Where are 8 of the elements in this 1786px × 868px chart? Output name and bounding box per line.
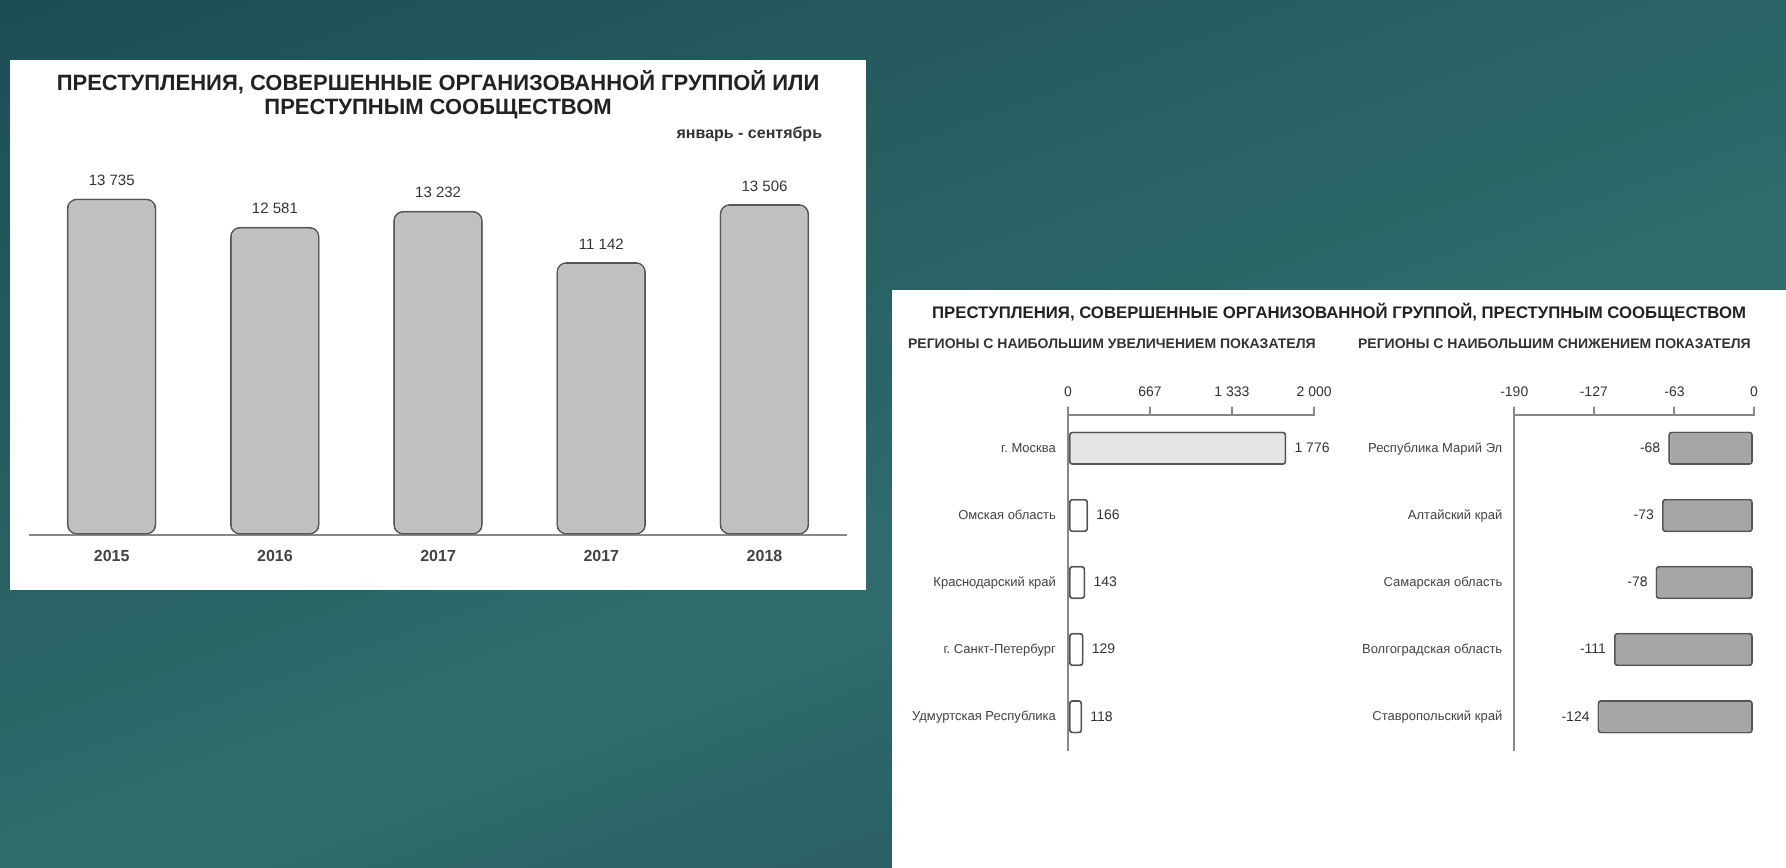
chart-title: ПРЕСТУПЛЕНИЯ, СОВЕРШЕННЫЕ ОРГАНИЗОВАННОЙ ГРУППОЙ, ПРЕСТУПНЫМ СООБЩЕСТВОМ [930,302,1748,322]
text: январь - сентябрь [676,124,822,142]
x-tick-label: 2017 [583,546,621,565]
x-tick-label: 2015 [93,546,131,565]
x-tick-label: 2016 [257,546,294,565]
chart-title: ПРЕСТУПЛЕНИЯ, СОВЕРШЕННЫЕ ОРГАНИЗОВАННОЙ ГРУППОЙ ИЛИ ПРЕСТУПНЫМ СООБЩЕСТВОМ [54,72,822,120]
x-tick-label: 2018 [746,546,784,565]
x-tick-label: 2017 [420,546,457,565]
